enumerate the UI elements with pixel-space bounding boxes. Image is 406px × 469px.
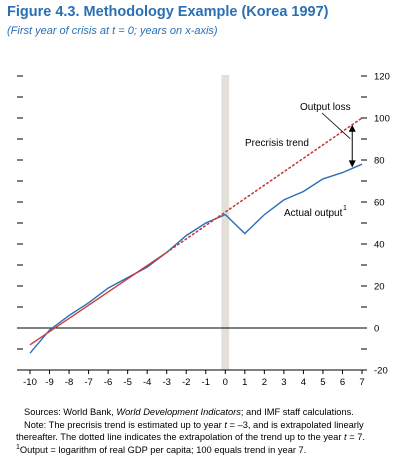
note2-t: t [344,432,347,442]
footnote-line: 1Output = logarithm of real GDP per capi… [16,443,401,457]
x-tick-label: 4 [301,377,306,388]
y-tick-label: 60 [374,198,385,209]
footnote-mark: 1 [16,443,20,451]
output-loss-arrow-head-down [348,160,356,168]
x-tick-label: 1 [242,377,247,388]
x-tick-label: -5 [123,377,131,388]
note2-b: = 7. [346,432,365,442]
y-tick-label: 100 [374,114,390,125]
sources-italic: World Development Indicators [116,407,241,417]
note-line-1: Note: The precrisis trend is estimated u… [16,419,401,432]
x-tick-label: 7 [359,377,364,388]
x-tick-label: -7 [84,377,92,388]
chart-notes: Sources: World Bank, World Development I… [16,406,401,456]
x-tick-label: -10 [23,377,37,388]
x-tick-label: -3 [162,377,170,388]
x-tick-label: -8 [65,377,73,388]
sources-suffix: ; and IMF staff calculations. [240,407,354,417]
y-tick-label: 120 [374,72,390,83]
figure-subtitle: (First year of crisis at t = 0; years on… [7,25,218,37]
y-tick-label: 40 [374,240,385,251]
note1-t: t [224,419,227,430]
y-tick-label: 20 [374,282,385,293]
figure-title: Figure 4.3. Methodology Example (Korea 1… [7,4,329,20]
actual-output-footnote-mark: 1 [343,205,347,212]
x-tick-label: 5 [320,377,325,388]
y-tick-label: 0 [374,324,379,335]
y-tick-label: -20 [374,366,388,377]
footnote-text: Output = logarithm of real GDP per capit… [19,444,307,455]
x-tick-label: 2 [262,377,267,388]
note1-a: Note: The precrisis trend is estimated u… [24,419,225,430]
trend-extrapolation-line [165,117,363,254]
output-loss-arrow-head-up [348,124,356,132]
x-tick-label: 6 [340,377,345,388]
x-tick-label: -2 [182,377,190,388]
precrisis-trend-line [29,251,168,346]
sources-line: Sources: World Bank, World Development I… [16,406,401,419]
actual-output-line [29,163,363,354]
note1-b: = –3, and is extrapolated linearly [226,419,364,430]
x-tick-label: -1 [202,377,210,388]
x-tick-label: -6 [104,377,112,388]
output-loss-leader [321,112,351,140]
crisis-band [221,75,230,370]
line-chart: -10 -9 -8 -7 -6 -5 -4 -3 -2 -1 0 1 2 3 4 5 6 7-2002040608… [17,72,390,388]
actual-output-label: Actual output [284,208,343,219]
sources-prefix: Sources: World Bank, [24,407,117,417]
x-tick-label: -4 [143,377,151,388]
precrisis-trend-label: Precrisis trend [245,138,309,149]
x-tick-label: -9 [45,377,53,388]
note2-a: thereafter. The dotted line indicates th… [16,432,345,442]
y-tick-label: 80 [374,156,385,167]
x-tick-label: 3 [281,377,286,388]
note-line-2: thereafter. The dotted line indicates th… [16,431,401,444]
x-tick-label: 0 [223,377,228,388]
output-loss-label: Output loss [300,102,351,113]
